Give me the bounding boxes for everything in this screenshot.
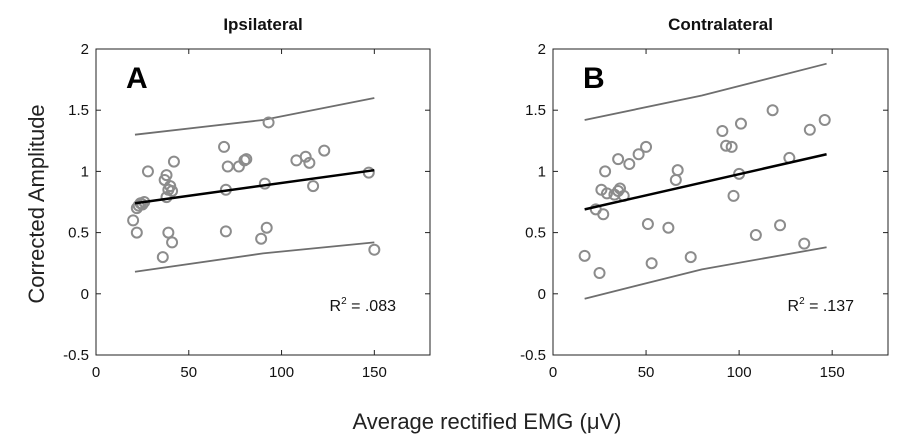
data-point xyxy=(219,225,232,238)
data-point xyxy=(162,226,175,239)
data-point xyxy=(641,218,654,231)
data-point xyxy=(262,116,275,129)
upper-confidence-curve xyxy=(134,97,375,136)
x-axis-label: Average rectified EMG (μV) xyxy=(352,409,621,434)
data-point xyxy=(578,249,591,262)
lower-confidence-curve xyxy=(134,241,375,273)
x-tick-label: 100 xyxy=(269,364,294,381)
data-point xyxy=(593,266,606,279)
y-tick-label: 0 xyxy=(81,286,89,303)
y-tick-label: 1.5 xyxy=(68,102,89,119)
data-point xyxy=(130,226,143,239)
data-point xyxy=(727,189,740,202)
data-point xyxy=(725,140,738,153)
data-point xyxy=(166,184,179,197)
panel-label: B xyxy=(583,62,605,95)
data-point xyxy=(141,165,154,178)
data-point xyxy=(671,164,684,177)
data-point xyxy=(597,208,610,221)
x-tick-label: 50 xyxy=(180,364,197,381)
data-point xyxy=(299,150,312,163)
lower-confidence-curve xyxy=(584,246,827,300)
data-point xyxy=(160,169,173,182)
y-tick-label: 1 xyxy=(538,163,546,180)
data-point xyxy=(662,221,675,234)
plot-frame xyxy=(552,48,889,356)
x-tick-label: 150 xyxy=(820,364,845,381)
data-point xyxy=(166,236,179,249)
y-tick-label: 0 xyxy=(538,286,546,303)
data-point xyxy=(240,153,253,166)
regression-line xyxy=(584,153,827,211)
x-tick-label: 100 xyxy=(727,364,752,381)
data-point xyxy=(669,173,682,186)
plot-frame xyxy=(95,48,431,356)
y-axis-label: Corrected Amplitude xyxy=(24,104,49,303)
data-point xyxy=(136,198,149,211)
panel-label: A xyxy=(126,62,148,95)
y-tick-label: 2 xyxy=(81,41,89,58)
data-point xyxy=(167,155,180,168)
data-point xyxy=(749,229,762,242)
y-tick-label: 1 xyxy=(81,163,89,180)
x-tick-label: 0 xyxy=(549,364,557,381)
data-point xyxy=(368,243,381,256)
y-tick-label: 0.5 xyxy=(525,225,546,242)
data-point xyxy=(774,219,787,232)
data-point xyxy=(255,232,268,245)
data-point xyxy=(734,117,747,130)
data-point xyxy=(766,104,779,117)
panel-title: Contralateral xyxy=(668,15,773,34)
data-point xyxy=(260,221,273,234)
x-tick-label: 150 xyxy=(362,364,387,381)
data-point xyxy=(720,139,733,152)
data-point xyxy=(318,144,331,157)
data-point xyxy=(623,158,636,171)
y-tick-label: -0.5 xyxy=(520,347,546,364)
panel-title: Ipsilateral xyxy=(223,15,302,34)
data-point xyxy=(218,140,231,153)
y-tick-label: -0.5 xyxy=(63,347,89,364)
data-point xyxy=(684,251,697,264)
data-point xyxy=(645,257,658,270)
data-point xyxy=(818,113,831,126)
data-point xyxy=(303,156,316,169)
x-tick-label: 50 xyxy=(638,364,655,381)
data-point xyxy=(307,180,320,193)
data-point xyxy=(599,165,612,178)
data-point xyxy=(640,140,653,153)
data-point xyxy=(716,125,729,138)
r-squared-annotation: R2 = .137 xyxy=(788,296,855,315)
data-point xyxy=(798,237,811,250)
y-tick-label: 0.5 xyxy=(68,225,89,242)
data-point xyxy=(803,123,816,136)
data-point xyxy=(612,153,625,166)
data-point xyxy=(221,160,234,173)
data-point xyxy=(156,251,169,264)
data-point xyxy=(127,214,140,227)
y-tick-label: 1.5 xyxy=(525,102,546,119)
x-tick-label: 0 xyxy=(92,364,100,381)
regression-line xyxy=(134,168,375,205)
data-point xyxy=(600,187,613,200)
y-tick-label: 2 xyxy=(538,41,546,58)
upper-confidence-curve xyxy=(584,62,827,121)
r-squared-annotation: R2 = .083 xyxy=(330,296,397,315)
data-point xyxy=(632,148,645,161)
